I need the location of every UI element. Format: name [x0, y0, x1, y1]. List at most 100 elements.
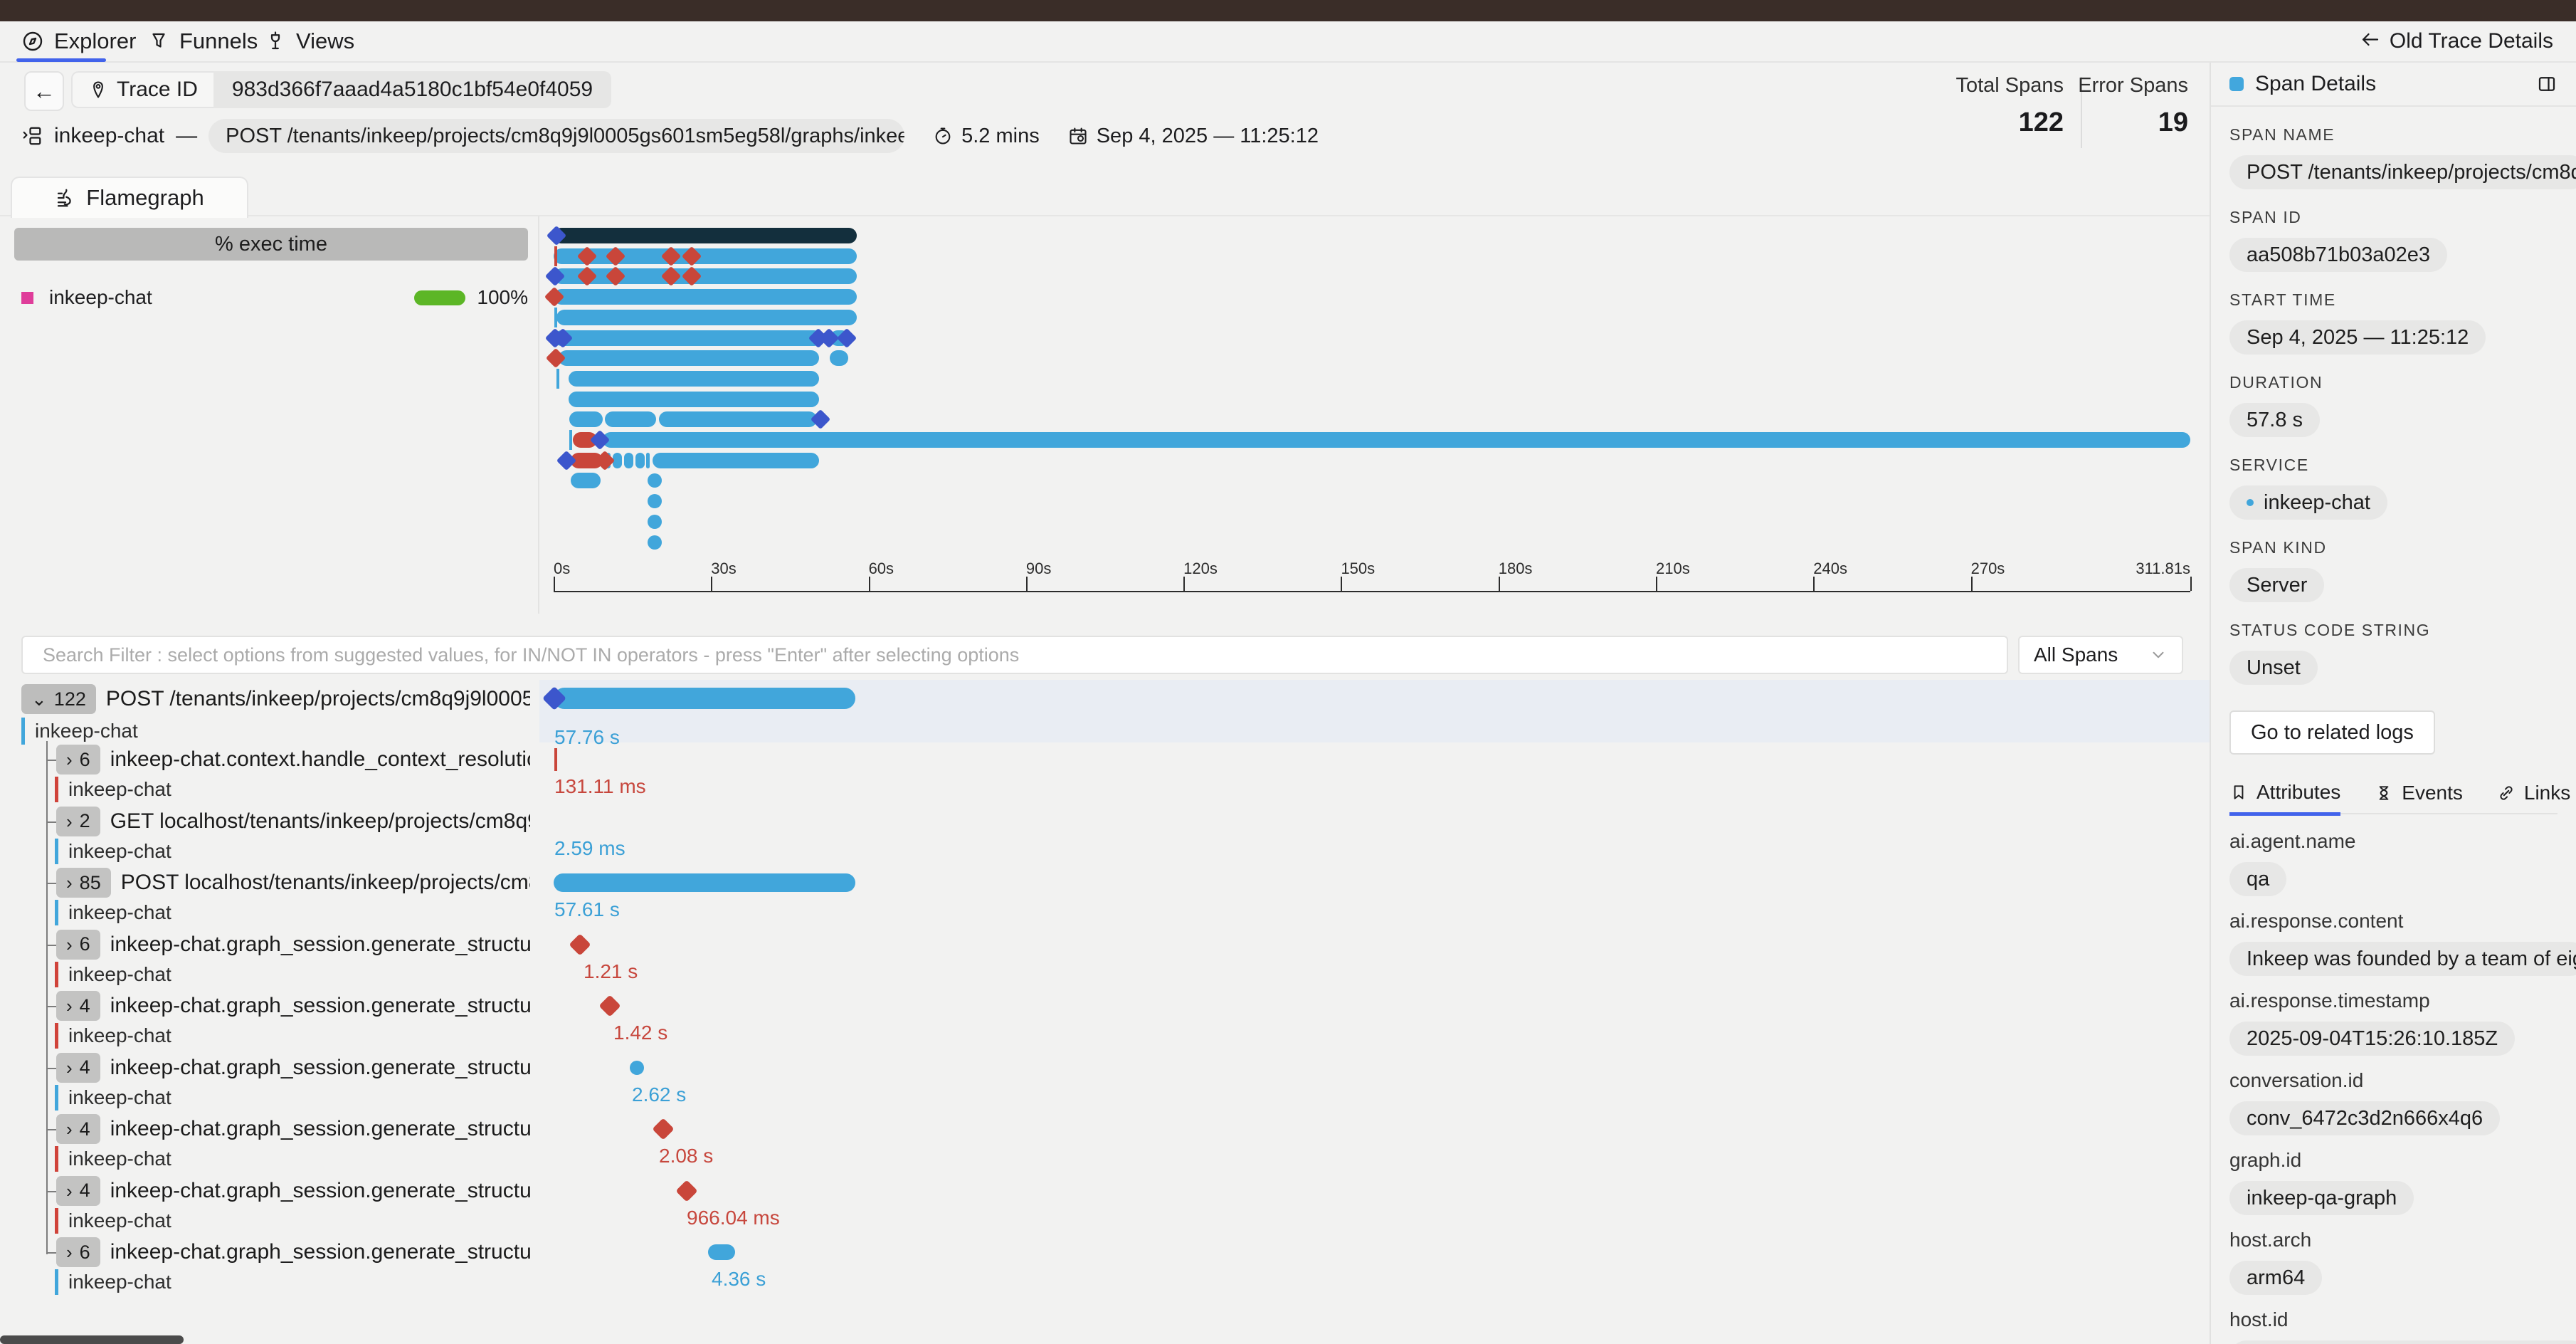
span-tree-row[interactable]: › 4 inkeep-chat.graph_session.generate_str…: [56, 990, 530, 1022]
expand-badge[interactable]: › 4: [56, 1114, 100, 1144]
span-tree-row[interactable]: › 6 inkeep-chat.context.handle_context_res…: [56, 744, 530, 775]
expand-badge[interactable]: › 6: [56, 745, 100, 775]
attribute-item: host.arch arm64: [2229, 1229, 2557, 1295]
flame-span-bar[interactable]: [569, 370, 820, 387]
expand-badge[interactable]: › 6: [56, 929, 100, 960]
child-span-count: 4: [79, 1180, 90, 1201]
search-filter-input[interactable]: [41, 643, 1988, 667]
flame-span-bar[interactable]: [554, 330, 822, 346]
span-color-square: [2229, 77, 2244, 91]
flame-span-dot[interactable]: [648, 535, 663, 550]
tab-explorer[interactable]: Explorer: [21, 21, 136, 61]
bookmark-icon: [2234, 784, 2244, 799]
flame-span-bar[interactable]: [554, 289, 857, 305]
span-tree-row[interactable]: › 4 inkeep-chat.graph_session.generate_str…: [56, 1052, 530, 1083]
flame-span-dot[interactable]: [648, 514, 663, 529]
old-trace-details-button[interactable]: Old Trace Details: [2360, 21, 2553, 61]
waterfall-error-diamond[interactable]: [675, 1179, 698, 1202]
error-spans-value: 19: [2158, 107, 2188, 137]
waterfall-error-diamond[interactable]: [569, 933, 591, 956]
span-tree-row[interactable]: › 4 inkeep-chat.graph_session.generate_str…: [56, 1113, 530, 1145]
trace-endpoint-chip[interactable]: POST /tenants/inkeep/projects/cm8q9j9l00…: [208, 119, 905, 153]
axis-tick-label: 180s: [1498, 560, 1533, 577]
flame-span-bar[interactable]: [603, 432, 2190, 448]
flame-span-bar[interactable]: [559, 350, 820, 367]
flame-tick: [554, 246, 558, 266]
flamegraph-tab[interactable]: Flamegraph: [11, 177, 248, 218]
chevron-right-icon: ›: [66, 1056, 73, 1078]
expand-badge[interactable]: › 6: [56, 1237, 100, 1267]
span-field: DURATION 57.8 s: [2229, 373, 2557, 437]
panel-toggle-icon[interactable]: [2536, 73, 2557, 95]
go-to-related-logs-button[interactable]: Go to related logs: [2229, 710, 2435, 755]
waterfall-dot[interactable]: [630, 1060, 644, 1075]
flame-span-bar[interactable]: [623, 452, 634, 468]
flame-span-bar[interactable]: [569, 391, 820, 407]
active-tab-underline: [16, 58, 106, 62]
axis-tick-mark: [1341, 577, 1343, 591]
exec-time-header[interactable]: % exec time: [14, 228, 528, 261]
flame-span-dot[interactable]: [648, 473, 663, 488]
flame-span-bar[interactable]: [658, 411, 818, 428]
flame-span-bar[interactable]: [604, 411, 656, 428]
flame-span-bar[interactable]: [573, 432, 598, 448]
waterfall-error-diamond[interactable]: [652, 1118, 675, 1140]
expand-badge[interactable]: › 2: [56, 806, 100, 836]
span-tree-row[interactable]: › 6 inkeep-chat.graph_session.generate_str…: [56, 929, 530, 960]
flame-span-bar[interactable]: [635, 452, 645, 468]
span-service-label: inkeep-chat: [55, 1269, 171, 1295]
trace-id-label: Trace ID: [117, 78, 198, 101]
flame-span-bar[interactable]: [554, 268, 857, 285]
span-tree-row[interactable]: › 4 inkeep-chat.graph_session.generate_str…: [56, 1175, 530, 1207]
flame-span-bar[interactable]: [569, 411, 603, 428]
trace-id-value[interactable]: 983d366f7aaad4a5180c1bf54e0f4059: [213, 71, 612, 108]
span-details-panel: Span Details SPAN NAME POST /tenants/inke…: [2210, 63, 2576, 1344]
expand-badge[interactable]: › 85: [56, 868, 111, 898]
tab-events[interactable]: Events: [2375, 773, 2463, 813]
root-collapse-badge[interactable]: ⌄ 122: [21, 684, 96, 714]
span-tree-row[interactable]: › 6 inkeep-chat.graph_session.generate_str…: [56, 1237, 530, 1268]
attribute-item: conversation.id conv_6472c3d2n666x4q6: [2229, 1069, 2557, 1135]
tab-views[interactable]: Views: [265, 21, 354, 61]
flame-span-bar[interactable]: [613, 452, 622, 468]
span-field-value-chip: inkeep-chat: [2229, 485, 2387, 520]
flame-span-dot[interactable]: [648, 494, 663, 509]
horizontal-scrollbar[interactable]: [0, 1335, 184, 1344]
span-field-value-chip: Server: [2229, 568, 2325, 602]
flame-span-bar[interactable]: [571, 452, 603, 468]
span-search-filter[interactable]: [21, 636, 2008, 674]
flame-span-bar[interactable]: [645, 452, 650, 468]
waterfall-error-diamond[interactable]: [598, 994, 621, 1017]
expand-badge[interactable]: › 4: [56, 1175, 100, 1206]
flame-span-bar[interactable]: [653, 452, 820, 468]
flame-span-bar[interactable]: [829, 350, 848, 367]
tab-funnels[interactable]: Funnels: [148, 21, 258, 61]
tab-views-label: Views: [296, 28, 355, 53]
calendar-icon: [1070, 127, 1087, 145]
span-field-label: SERVICE: [2229, 456, 2309, 474]
waterfall-pill[interactable]: [708, 1244, 735, 1260]
span-tree-row[interactable]: › 85 POST localhost/tenants/inkeep/project…: [56, 867, 530, 898]
back-button[interactable]: ←: [24, 71, 64, 111]
flame-span-bar[interactable]: [556, 309, 857, 325]
span-tree-root-row[interactable]: ⌄ 122 POST /tenants/inkeep/projects/cm8q…: [21, 683, 530, 715]
span-tree-row[interactable]: › 2 GET localhost/tenants/inkeep/projects/…: [56, 806, 530, 837]
flame-span-bar[interactable]: [554, 248, 857, 264]
flamegraph-canvas: [544, 225, 2197, 560]
flame-span-bar[interactable]: [554, 228, 857, 243]
span-field-label: SPAN NAME: [2229, 125, 2335, 144]
flamegraph-legend-row[interactable]: inkeep-chat 100%: [21, 283, 528, 312]
axis-tick-label: 30s: [711, 560, 737, 577]
waterfall-bar[interactable]: [554, 873, 855, 892]
all-spans-dropdown[interactable]: All Spans: [2018, 636, 2183, 674]
axis-tick-label: 120s: [1183, 560, 1218, 577]
flame-span-bar[interactable]: [570, 473, 601, 489]
tab-attributes[interactable]: Attributes: [2229, 772, 2341, 816]
expand-badge[interactable]: › 4: [56, 991, 100, 1021]
axis-tick-label: 210s: [1656, 560, 1690, 577]
flamegraph-icon: [58, 189, 71, 207]
tab-links[interactable]: Links: [2497, 773, 2570, 813]
flame-event-diamond[interactable]: [556, 450, 576, 471]
chevron-right-icon: ›: [66, 1241, 73, 1263]
expand-badge[interactable]: › 4: [56, 1052, 100, 1083]
